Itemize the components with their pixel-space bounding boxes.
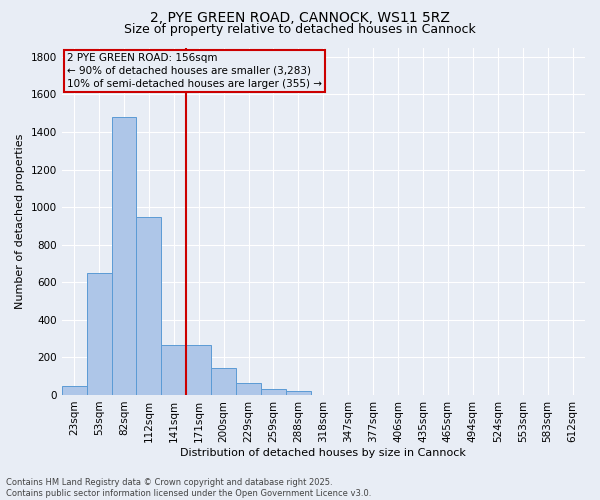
Text: 2, PYE GREEN ROAD, CANNOCK, WS11 5RZ: 2, PYE GREEN ROAD, CANNOCK, WS11 5RZ	[150, 11, 450, 25]
X-axis label: Distribution of detached houses by size in Cannock: Distribution of detached houses by size …	[181, 448, 466, 458]
Bar	[286, 391, 311, 395]
Bar	[62, 386, 86, 395]
Text: Contains HM Land Registry data © Crown copyright and database right 2025.
Contai: Contains HM Land Registry data © Crown c…	[6, 478, 371, 498]
Bar	[261, 390, 286, 395]
Text: 2 PYE GREEN ROAD: 156sqm
← 90% of detached houses are smaller (3,283)
10% of sem: 2 PYE GREEN ROAD: 156sqm ← 90% of detach…	[67, 52, 322, 89]
Bar	[186, 345, 211, 395]
Bar	[236, 383, 261, 395]
Bar	[161, 345, 186, 395]
Bar	[112, 117, 136, 395]
Bar	[136, 216, 161, 395]
Y-axis label: Number of detached properties: Number of detached properties	[15, 134, 25, 309]
Bar	[86, 273, 112, 395]
Text: Size of property relative to detached houses in Cannock: Size of property relative to detached ho…	[124, 22, 476, 36]
Bar	[211, 368, 236, 395]
